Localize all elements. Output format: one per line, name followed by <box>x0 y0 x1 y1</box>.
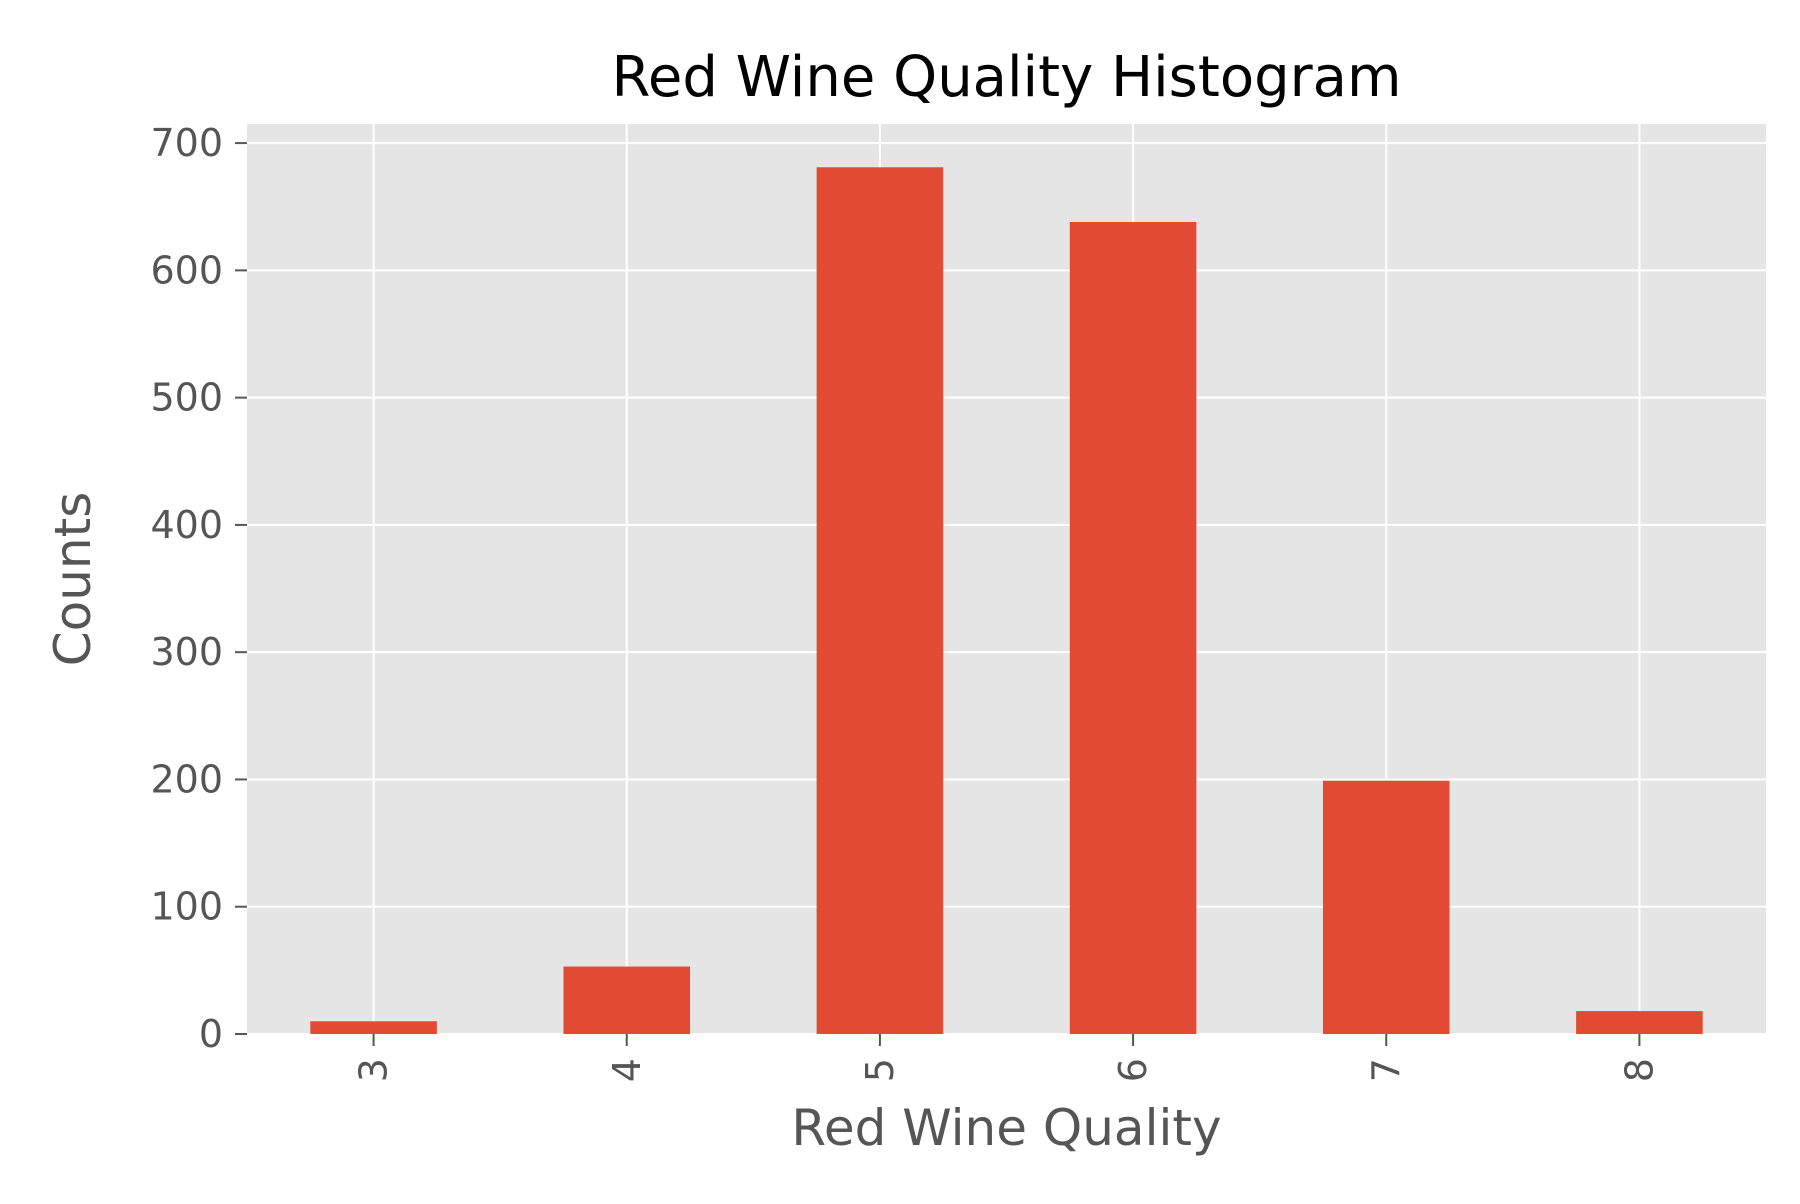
x-tick-label: 4 <box>605 1058 649 1082</box>
y-axis-ticks: 0 100 200 300 400 500 600 700 <box>150 121 247 1056</box>
x-tick-label: 8 <box>1617 1058 1661 1082</box>
y-tick-label: 100 <box>150 885 223 929</box>
chart-title: Red Wine Quality Histogram <box>611 45 1401 110</box>
bars <box>310 167 1703 1035</box>
y-tick-label: 0 <box>199 1012 223 1056</box>
y-tick-label: 200 <box>150 757 223 801</box>
y-tick-label: 500 <box>150 376 223 420</box>
y-tick-label: 300 <box>150 630 223 674</box>
y-axis-label: Counts <box>44 492 102 667</box>
x-tick-label: 6 <box>1111 1058 1155 1082</box>
y-tick-label: 600 <box>150 248 223 292</box>
y-tick-label: 400 <box>150 503 223 547</box>
bar-5 <box>816 167 944 1035</box>
y-tick-label: 700 <box>150 121 223 165</box>
x-axis-label: Red Wine Quality <box>791 1099 1221 1157</box>
x-tick-label: 7 <box>1364 1058 1408 1082</box>
bar-3 <box>310 1021 437 1034</box>
bar-6 <box>1069 222 1197 1034</box>
bar-8 <box>1576 1011 1703 1034</box>
bar-4 <box>563 966 691 1034</box>
plot-area <box>247 124 1766 1034</box>
x-tick-label: 3 <box>352 1058 396 1082</box>
x-axis-ticks: 3 4 5 6 7 8 <box>352 1034 1661 1082</box>
bar-7 <box>1322 780 1450 1034</box>
x-tick-label: 5 <box>858 1058 902 1082</box>
